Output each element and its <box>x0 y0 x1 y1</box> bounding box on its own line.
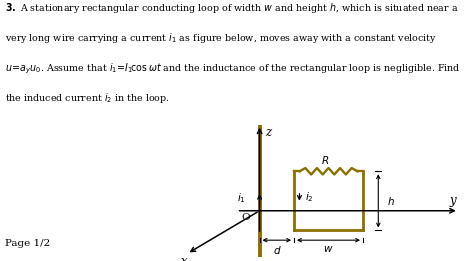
Text: x: x <box>181 254 187 261</box>
Text: $u\!=\!a_y u_0$. Assume that $i_1\!=\!I_1\!\cos\omega t$ and the inductance of t: $u\!=\!a_y u_0$. Assume that $i_1\!=\!I_… <box>5 61 461 76</box>
Text: z: z <box>265 126 271 139</box>
Text: $R$: $R$ <box>320 154 329 166</box>
Text: $h$: $h$ <box>387 195 395 207</box>
Text: $i_2$: $i_2$ <box>305 191 313 204</box>
Text: very long wire carrying a current $i_1$ as figure below, moves away with a const: very long wire carrying a current $i_1$ … <box>5 31 437 45</box>
Text: $\mathbf{3.}$ A stationary rectangular conducting loop of width $w$ and height $: $\mathbf{3.}$ A stationary rectangular c… <box>5 1 458 15</box>
Text: $d$: $d$ <box>273 245 281 257</box>
Text: $i_1$: $i_1$ <box>237 191 246 205</box>
Text: O: O <box>242 212 250 222</box>
Text: y: y <box>449 194 456 207</box>
Text: the induced current $i_2$ in the loop.: the induced current $i_2$ in the loop. <box>5 91 169 105</box>
Text: Page 1/2: Page 1/2 <box>5 239 50 248</box>
Text: $w$: $w$ <box>323 245 334 254</box>
